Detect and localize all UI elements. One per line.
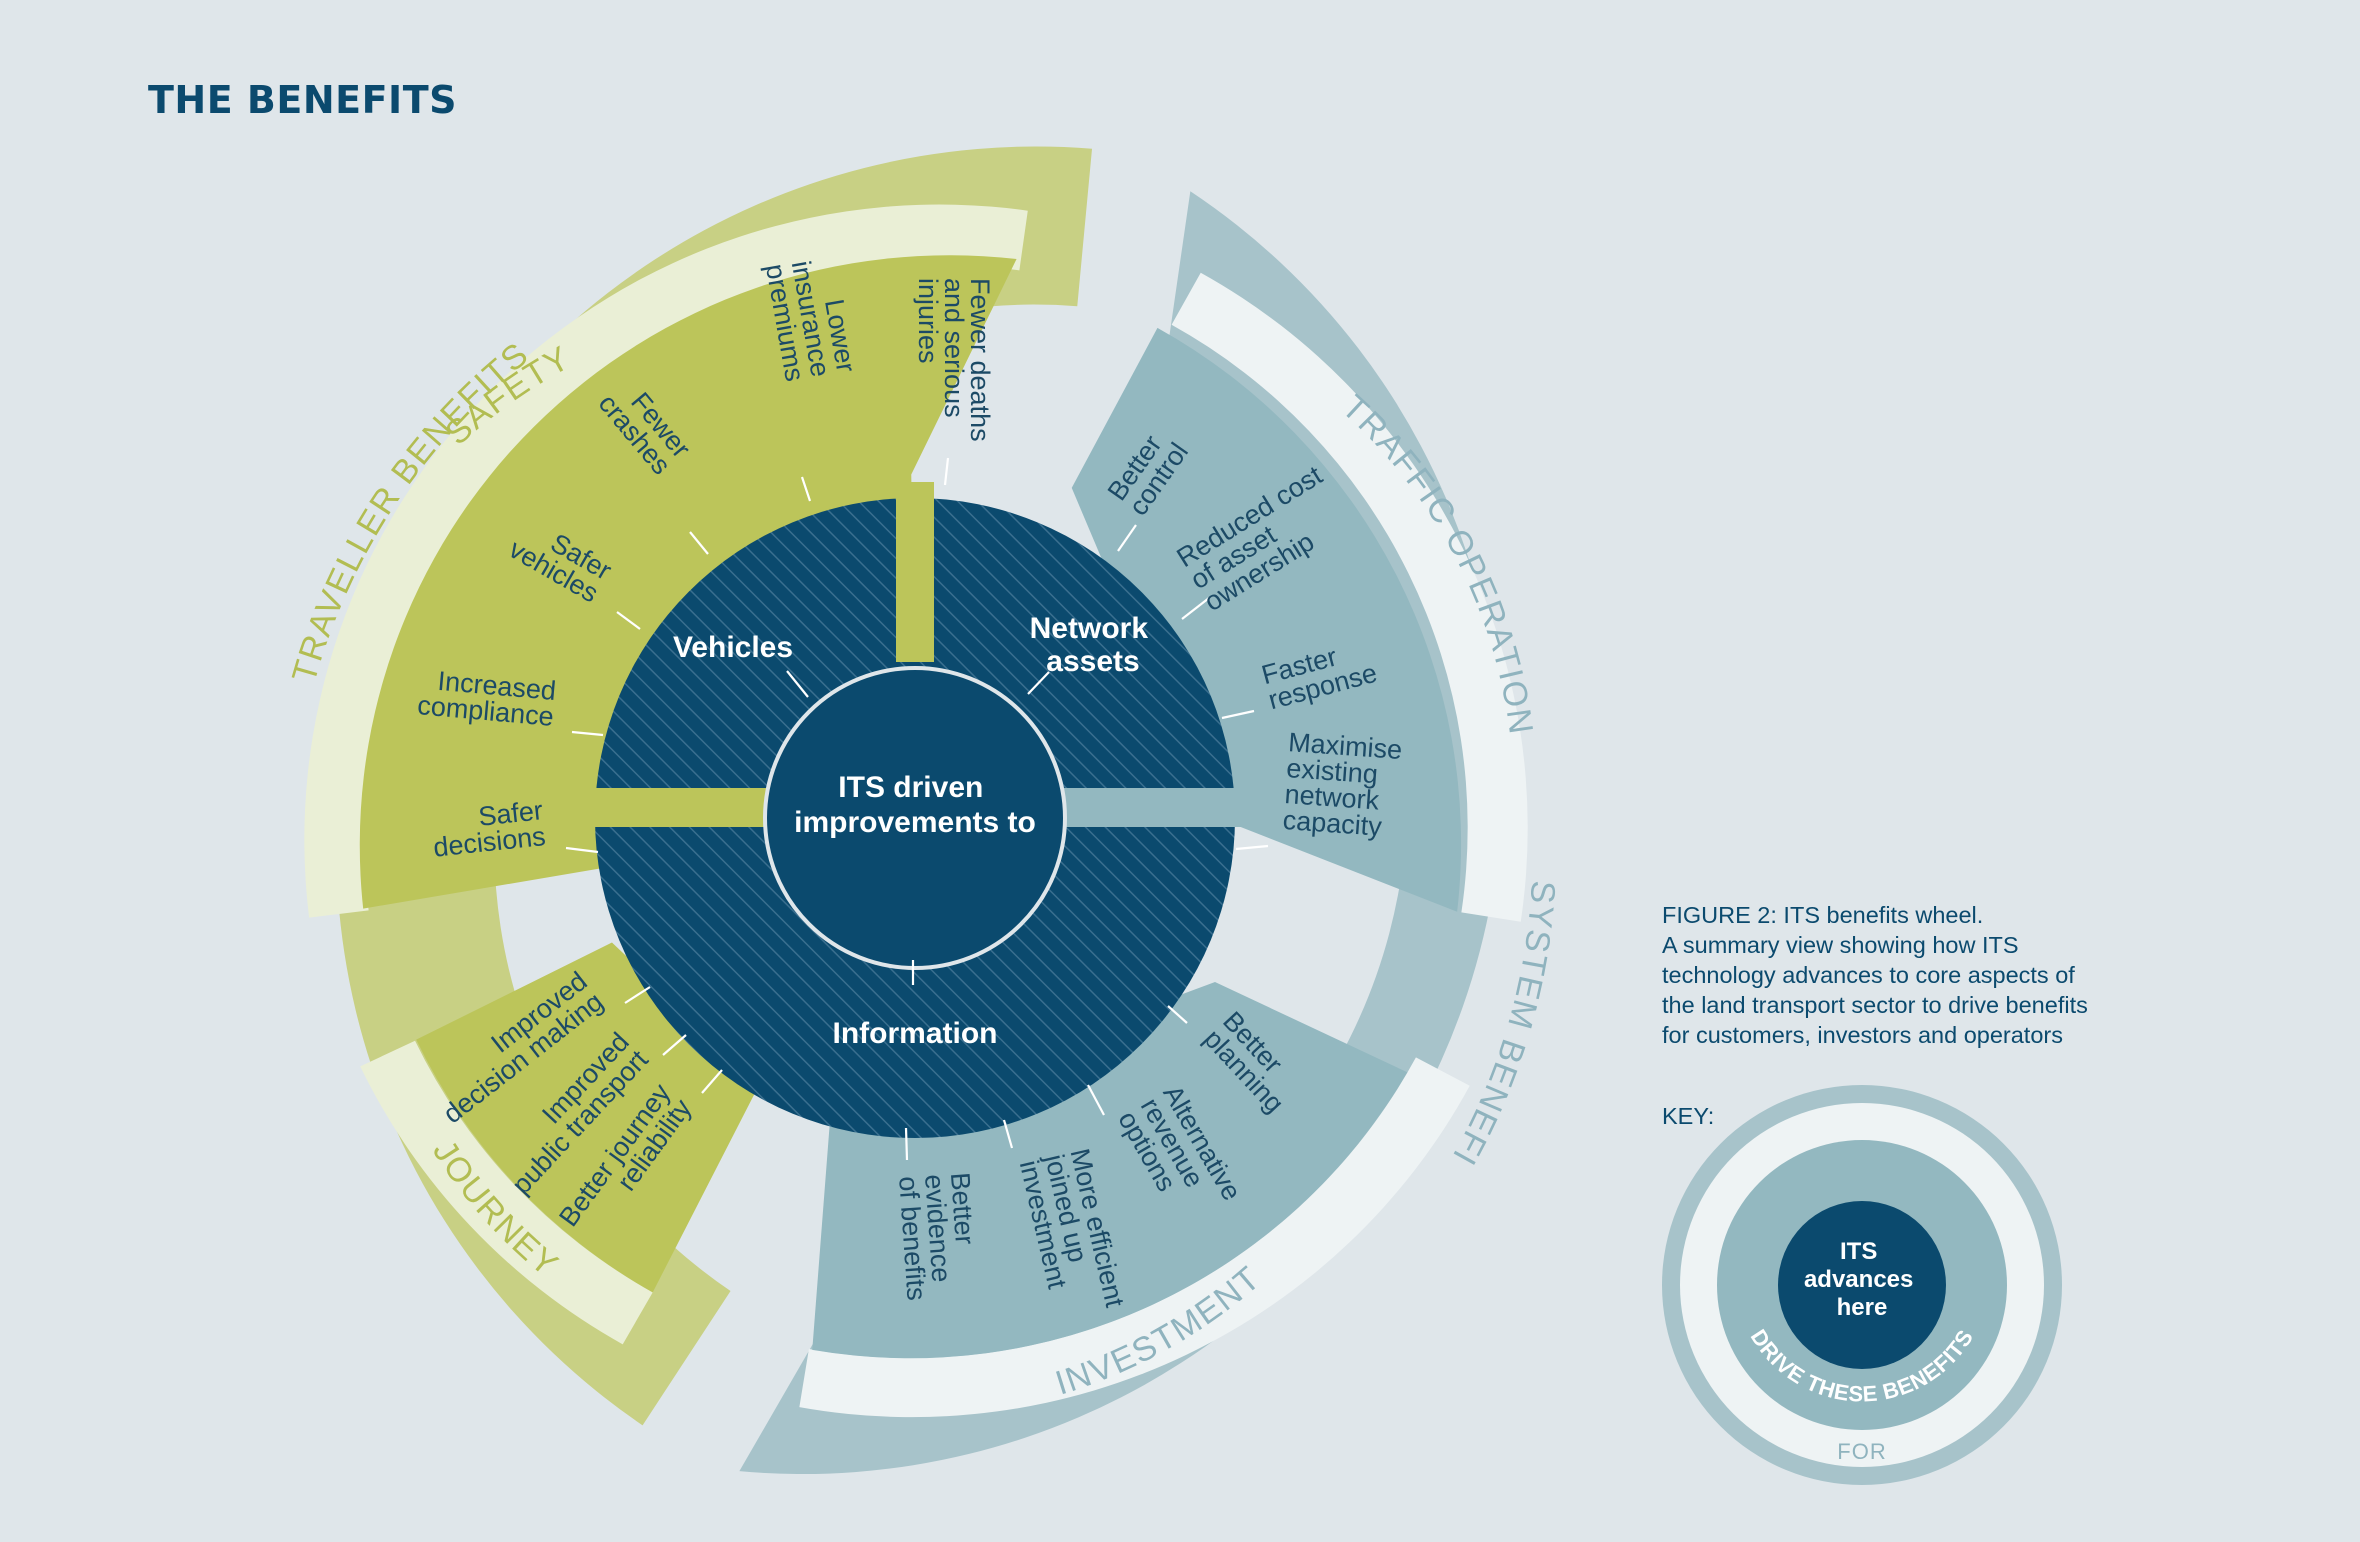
key-diagram: ITS advances here DRIVE THESE BENEFITS F… — [1662, 1085, 2062, 1485]
benefit-increased-compliance: Increasedcompliance — [416, 664, 557, 732]
vehicles-divider-horizontal — [593, 788, 773, 827]
key-label: KEY: — [1662, 1103, 1714, 1129]
connector-lines — [565, 457, 1269, 1161]
key-core-label: ITS advances here — [1804, 1238, 1920, 1321]
investment-light-ring — [799, 1057, 1470, 1418]
vehicles-divider-vertical — [896, 482, 934, 662]
traffic-sector — [1071, 327, 1462, 912]
traffic-light-ring — [1171, 272, 1528, 922]
page-title: THE BENEFITS — [148, 78, 457, 122]
benefit-maximise-capacity: Maximiseexistingnetworkcapacity — [1282, 727, 1403, 843]
journey-light-ring — [360, 1040, 653, 1345]
core-center — [763, 666, 1067, 970]
network-assets-label: Network assets — [1030, 612, 1157, 678]
key-core — [1778, 1201, 1946, 1369]
network-divider-horizontal — [1056, 788, 1241, 827]
benefit-fewer-deaths: Fewer deathsand seriousinjuries — [913, 278, 995, 442]
key-for-label: FOR — [1837, 1439, 1886, 1464]
journey-sector — [416, 942, 760, 1293]
investment-sector — [812, 982, 1408, 1359]
figure-caption: FIGURE 2: ITS benefits wheel. A summary … — [1662, 902, 2094, 1048]
vehicles-label: Vehicles — [673, 631, 793, 664]
information-label: Information — [833, 1017, 998, 1050]
center-label: ITS driven improvements to — [794, 771, 1036, 839]
